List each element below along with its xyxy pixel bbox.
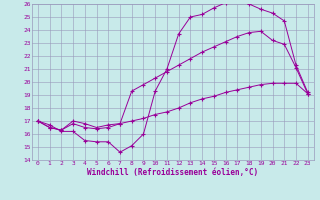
X-axis label: Windchill (Refroidissement éolien,°C): Windchill (Refroidissement éolien,°C) bbox=[87, 168, 258, 177]
